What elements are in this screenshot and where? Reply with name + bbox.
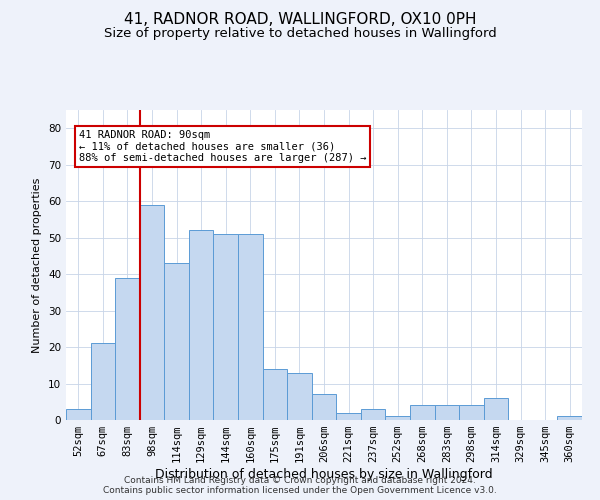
Bar [214, 234, 238, 420]
Bar [557, 416, 582, 420]
Bar [410, 406, 434, 420]
Bar [140, 205, 164, 420]
Bar [189, 230, 214, 420]
Bar [459, 406, 484, 420]
Y-axis label: Number of detached properties: Number of detached properties [32, 178, 43, 352]
Bar [164, 263, 189, 420]
Text: Contains HM Land Registry data © Crown copyright and database right 2024.: Contains HM Land Registry data © Crown c… [124, 476, 476, 485]
Bar [115, 278, 140, 420]
Bar [361, 409, 385, 420]
Bar [385, 416, 410, 420]
Text: 41, RADNOR ROAD, WALLINGFORD, OX10 0PH: 41, RADNOR ROAD, WALLINGFORD, OX10 0PH [124, 12, 476, 28]
Bar [66, 409, 91, 420]
Text: Size of property relative to detached houses in Wallingford: Size of property relative to detached ho… [104, 28, 496, 40]
Bar [484, 398, 508, 420]
Bar [91, 344, 115, 420]
Bar [434, 406, 459, 420]
Bar [312, 394, 336, 420]
Text: 41 RADNOR ROAD: 90sqm
← 11% of detached houses are smaller (36)
88% of semi-deta: 41 RADNOR ROAD: 90sqm ← 11% of detached … [79, 130, 366, 164]
Bar [336, 412, 361, 420]
Text: Contains public sector information licensed under the Open Government Licence v3: Contains public sector information licen… [103, 486, 497, 495]
Bar [287, 372, 312, 420]
X-axis label: Distribution of detached houses by size in Wallingford: Distribution of detached houses by size … [155, 468, 493, 481]
Bar [238, 234, 263, 420]
Bar [263, 369, 287, 420]
